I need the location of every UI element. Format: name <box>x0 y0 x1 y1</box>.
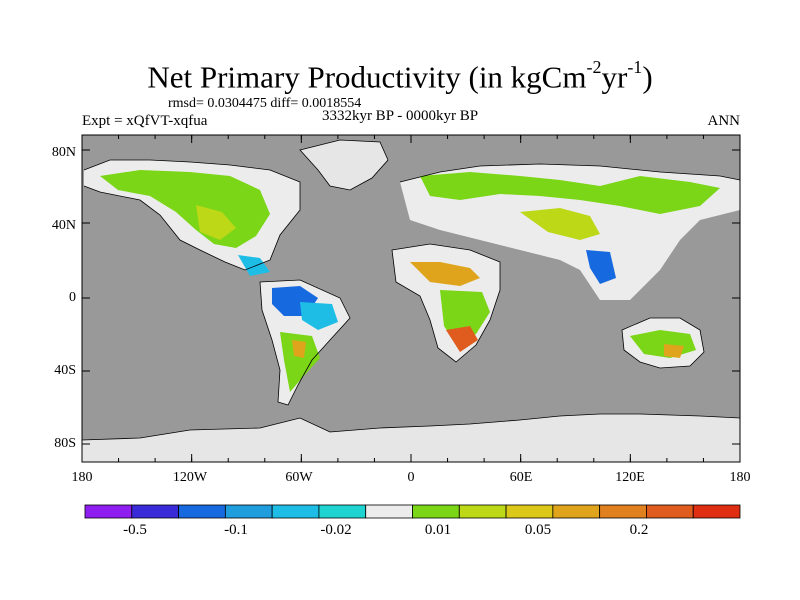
x-tick-label: 120E <box>615 470 645 485</box>
na-yellow-zones <box>196 205 236 240</box>
eurasia-green-zones <box>420 172 720 214</box>
colorbar-swatch <box>178 504 226 519</box>
colorbar-swatch <box>505 504 554 519</box>
y-tick-label: 80S <box>54 436 76 451</box>
colorbar-label: 0.05 <box>524 522 552 538</box>
colorbar-label: -0.5 <box>123 522 147 538</box>
title-exponent-area: -2 <box>586 57 602 77</box>
experiment-label: Expt = xQfVT-xqfua <box>82 113 208 129</box>
y-tick-label: 0 <box>69 290 76 305</box>
colorbar-swatch <box>599 504 647 519</box>
colorbar-swatch <box>84 504 133 519</box>
title-close: ) <box>642 59 653 95</box>
colorbar-swatch <box>271 504 320 519</box>
stats-text: rmsd= 0.0304475 diff= 0.0018554 <box>168 96 362 111</box>
colorbar-label: -0.02 <box>320 522 352 538</box>
australia-orange-zones <box>664 344 684 358</box>
colorbar-swatch <box>224 504 273 519</box>
na-blue-zones <box>238 255 270 276</box>
colorbar-swatch <box>552 504 601 519</box>
x-tick-label: 0 <box>407 470 415 485</box>
sa-orange-zones <box>292 340 306 358</box>
sa-green-zones <box>280 332 320 392</box>
colorbar-label: 0.2 <box>629 522 649 538</box>
colorbar-swatch <box>131 504 179 519</box>
sa-cyan-zones <box>300 302 338 330</box>
colorbar-label: 0.01 <box>424 522 452 538</box>
x-tick-label: 120W <box>172 470 208 485</box>
africa-red-zones <box>446 326 478 352</box>
eurasia-blue-zones <box>586 250 616 284</box>
colorbar-swatch <box>646 504 694 519</box>
eurasia-yellow-zones <box>520 208 600 240</box>
period-label: 3332kyr BP - 0000kyr BP <box>321 108 479 124</box>
chart-title: Net Primary Productivity (in kgCm-2yr-1) <box>0 52 800 95</box>
greenland-ice <box>300 140 388 190</box>
x-tick-label: 180 <box>729 470 751 485</box>
antarctica-ice <box>82 414 740 462</box>
y-tick-label: 80N <box>51 145 76 160</box>
coastlines <box>82 139 740 441</box>
axis-ticks <box>81 135 741 462</box>
colorbar <box>84 504 741 519</box>
x-tick-label: 180 <box>71 470 93 485</box>
title-exponent-time: -1 <box>627 57 643 77</box>
africa-orange-zones <box>410 262 480 286</box>
colorbar-swatch <box>412 504 460 519</box>
map-layer <box>82 135 740 462</box>
x-tick-label: 60E <box>509 470 533 485</box>
x-tick-label: 60W <box>285 470 313 485</box>
title-text: Net Primary Productivity (in kgCm <box>147 59 587 95</box>
colorbar-label: -0.1 <box>224 522 248 538</box>
title-unit-time: yr <box>601 59 628 95</box>
y-tick-label: 40S <box>54 363 76 378</box>
colorbar-swatch <box>692 504 741 519</box>
colorbar-swatch <box>318 504 367 519</box>
y-tick-label: 40N <box>51 218 76 233</box>
colorbar-swatch <box>365 504 413 519</box>
colorbar-swatch <box>458 504 507 519</box>
season-label: ANN <box>707 113 741 129</box>
